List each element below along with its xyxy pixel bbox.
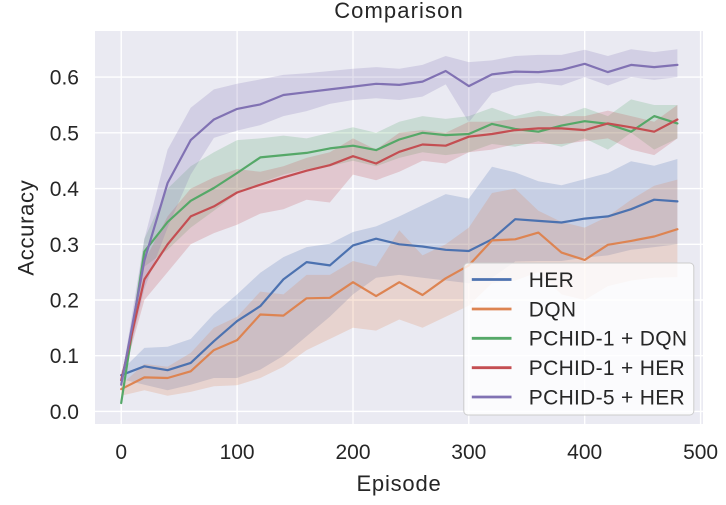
svg-text:PCHID-1 + HER: PCHID-1 + HER: [529, 357, 685, 380]
svg-text:Comparison: Comparison: [334, 0, 464, 23]
svg-text:0.3: 0.3: [50, 234, 79, 257]
svg-text:0.5: 0.5: [50, 122, 79, 145]
svg-text:500: 500: [683, 441, 718, 464]
svg-text:DQN: DQN: [529, 298, 577, 321]
svg-text:Episode: Episode: [356, 471, 441, 496]
svg-text:Accuracy: Accuracy: [14, 180, 39, 276]
svg-text:PCHID-1 + DQN: PCHID-1 + DQN: [529, 328, 688, 351]
svg-text:400: 400: [567, 441, 602, 464]
svg-text:300: 300: [451, 441, 486, 464]
svg-text:0.4: 0.4: [50, 178, 80, 201]
svg-text:0.1: 0.1: [50, 345, 79, 368]
svg-text:0.2: 0.2: [50, 290, 79, 313]
svg-text:HER: HER: [529, 269, 574, 292]
svg-text:0.0: 0.0: [50, 401, 79, 424]
svg-text:0.6: 0.6: [50, 67, 79, 90]
svg-text:PCHID-5 + HER: PCHID-5 + HER: [529, 386, 685, 409]
svg-text:200: 200: [335, 441, 370, 464]
svg-text:100: 100: [220, 441, 255, 464]
svg-text:0: 0: [115, 441, 127, 464]
